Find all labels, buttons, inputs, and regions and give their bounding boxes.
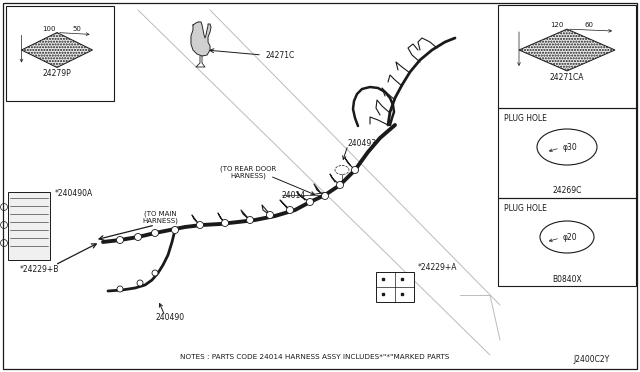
- Text: 24014: 24014: [282, 190, 306, 199]
- Text: PLUG HOLE: PLUG HOLE: [504, 204, 547, 213]
- Text: (TO MAIN
HARNESS): (TO MAIN HARNESS): [142, 210, 178, 224]
- Bar: [376, 272, 414, 302]
- Text: *240490A: *240490A: [55, 189, 93, 198]
- Text: 24279P: 24279P: [43, 69, 72, 78]
- Polygon shape: [519, 29, 615, 71]
- Text: 50: 50: [72, 26, 81, 32]
- Text: 24269C: 24269C: [552, 186, 582, 195]
- Circle shape: [266, 212, 273, 218]
- Text: PLUG HOLE: PLUG HOLE: [504, 114, 547, 123]
- Bar: [8, 192, 50, 260]
- Text: 24271CA: 24271CA: [550, 73, 584, 82]
- Circle shape: [221, 219, 228, 227]
- Text: NOTES : PARTS CODE 24014 HARNESS ASSY INCLUDES*"*"MARKED PARTS: NOTES : PARTS CODE 24014 HARNESS ASSY IN…: [180, 354, 449, 360]
- Text: 24271C: 24271C: [266, 51, 295, 60]
- Circle shape: [137, 280, 143, 286]
- Text: J2400C2Y: J2400C2Y: [573, 356, 610, 365]
- Circle shape: [321, 192, 328, 199]
- Bar: [498, 198, 636, 286]
- Circle shape: [172, 227, 179, 234]
- Polygon shape: [22, 32, 93, 67]
- Text: 100: 100: [42, 26, 56, 32]
- Circle shape: [152, 270, 158, 276]
- Circle shape: [307, 199, 314, 205]
- Circle shape: [196, 221, 204, 228]
- Circle shape: [152, 230, 159, 237]
- Circle shape: [134, 234, 141, 241]
- Circle shape: [287, 206, 294, 214]
- Text: (TO REAR DOOR
HARNESS): (TO REAR DOOR HARNESS): [220, 165, 276, 179]
- Circle shape: [246, 217, 253, 224]
- Bar: [498, 5, 636, 108]
- Circle shape: [117, 286, 123, 292]
- Text: B0840X: B0840X: [552, 275, 582, 284]
- Text: *24229+A: *24229+A: [418, 263, 458, 272]
- Text: 60: 60: [584, 22, 593, 28]
- Text: 120: 120: [550, 22, 564, 28]
- Text: 240493: 240493: [348, 138, 377, 148]
- Circle shape: [1, 221, 8, 228]
- Text: *24229+B: *24229+B: [20, 266, 60, 275]
- Circle shape: [1, 240, 8, 247]
- Circle shape: [337, 182, 344, 189]
- Circle shape: [116, 237, 124, 244]
- Polygon shape: [191, 22, 211, 56]
- Bar: [6, 6, 114, 101]
- Text: 240490: 240490: [155, 314, 184, 323]
- Text: φ20: φ20: [563, 232, 577, 241]
- Bar: [498, 108, 636, 198]
- Text: φ30: φ30: [563, 142, 577, 151]
- Circle shape: [1, 203, 8, 211]
- Circle shape: [351, 167, 358, 173]
